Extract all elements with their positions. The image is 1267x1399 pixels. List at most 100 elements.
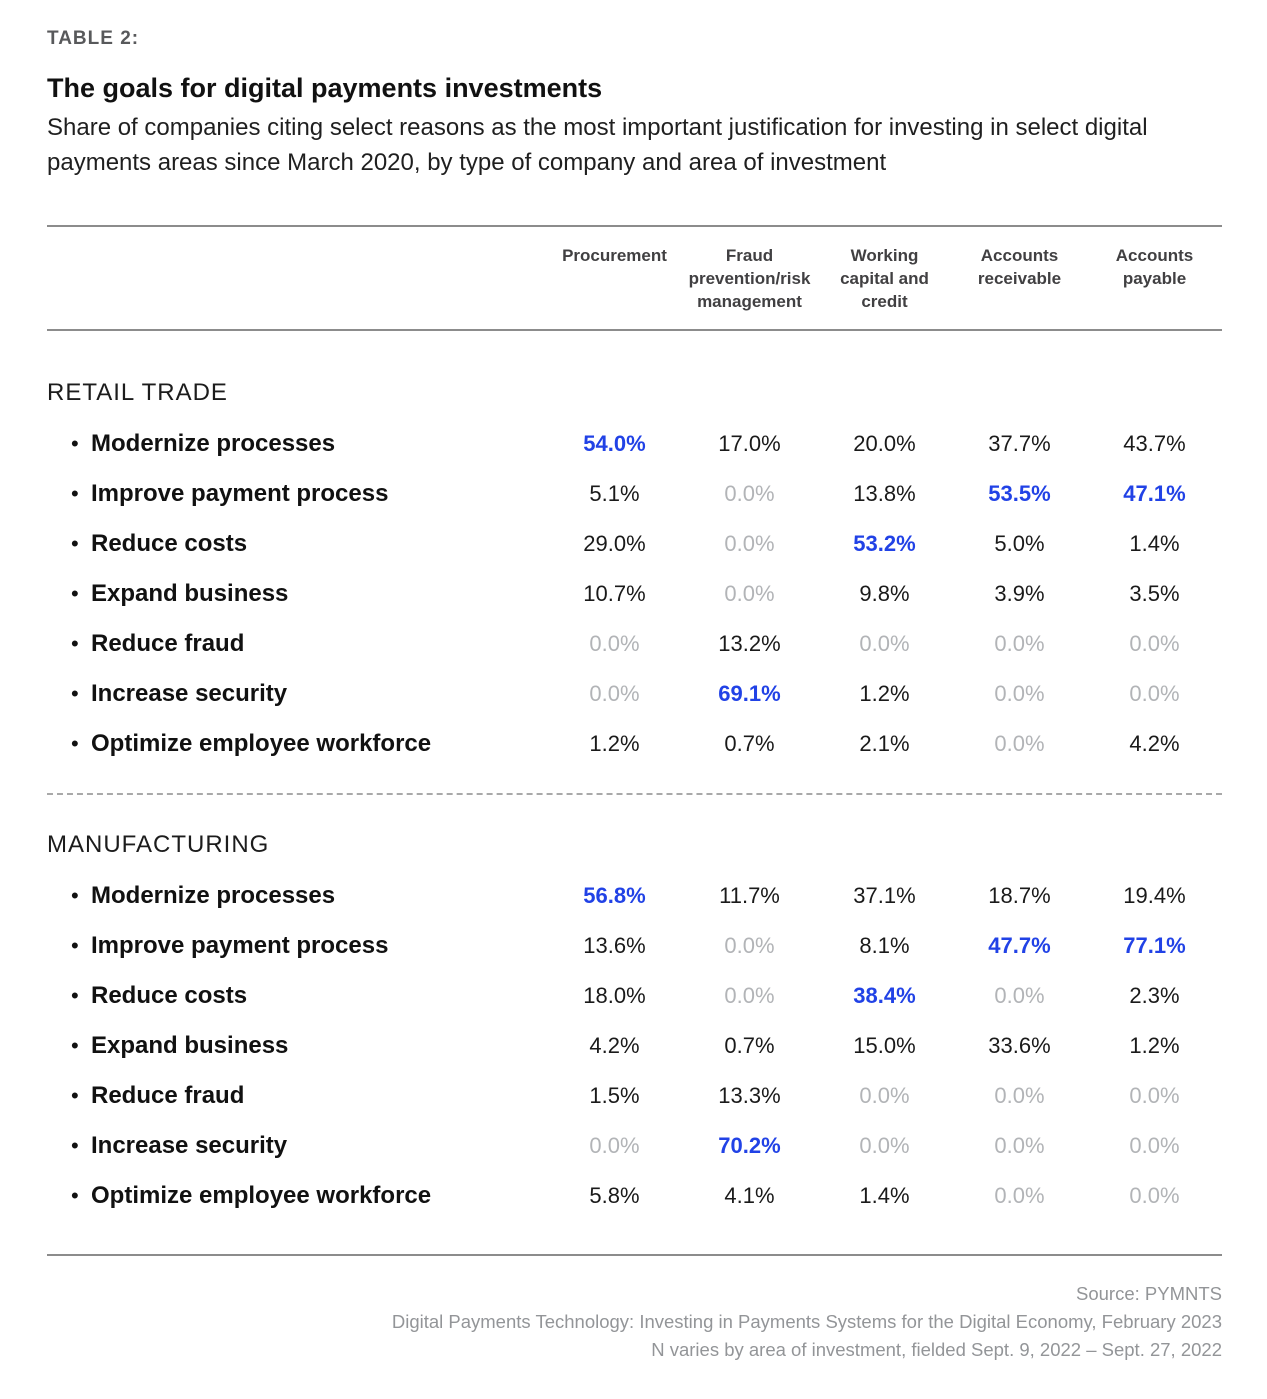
value-cell: 0.0% (724, 581, 775, 606)
value-cell: 0.0% (859, 631, 910, 656)
value-cell: 70.2% (718, 1133, 781, 1158)
column-header-accounts-receivable: Accounts receivable (977, 246, 1062, 288)
table-row: • Reduce fraud 1.5% 13.3% 0.0% 0.0% 0.0% (47, 1071, 1222, 1121)
value-cell: 33.6% (988, 1033, 1051, 1058)
value-cell: 11.7% (719, 883, 780, 908)
value-cell: 1.2% (589, 731, 640, 756)
table-row: • Optimize employee workforce 1.2% 0.7% 2… (47, 719, 1222, 769)
bullet-icon: • (71, 481, 79, 506)
row-label: Optimize employee workforce (91, 1182, 432, 1209)
column-header-fraud-prevention: Fraud prevention/risk management (688, 246, 811, 311)
value-cell: 29.0% (583, 531, 646, 556)
value-cell: 5.8% (589, 1183, 640, 1208)
table-row: • Reduce costs 18.0% 0.0% 38.4% 0.0% 2.3% (47, 971, 1222, 1021)
table-row: • Reduce costs 29.0% 0.0% 53.2% 5.0% 1.4% (47, 519, 1222, 569)
row-label-cell: • Increase security (47, 680, 547, 708)
row-label: Reduce fraud (91, 1082, 245, 1109)
row-label-cell: • Reduce fraud (47, 1082, 547, 1110)
value-cell: 20.0% (853, 431, 916, 456)
column-header-row: Procurement Fraud prevention/risk manage… (47, 227, 1222, 329)
row-label: Reduce fraud (91, 630, 245, 657)
table-row: • Increase security 0.0% 69.1% 1.2% 0.0% … (47, 669, 1222, 719)
value-cell: 5.1% (589, 481, 640, 506)
table-row: • Expand business 10.7% 0.0% 9.8% 3.9% 3.… (47, 569, 1222, 619)
value-cell: 3.9% (994, 581, 1045, 606)
value-cell: 13.6% (583, 933, 646, 958)
row-label-cell: • Improve payment process (47, 480, 547, 508)
row-label-cell: • Modernize processes (47, 882, 547, 910)
value-cell: 0.0% (994, 1083, 1045, 1108)
header-rule-bottom (47, 329, 1222, 331)
row-label-cell: • Reduce costs (47, 530, 547, 558)
bullet-icon: • (71, 431, 79, 456)
value-cell: 53.5% (988, 481, 1051, 506)
value-cell: 56.8% (583, 883, 646, 908)
value-cell: 10.7% (583, 581, 646, 606)
table-row: • Optimize employee workforce 5.8% 4.1% 1… (47, 1171, 1222, 1221)
section-header-manufacturing: MANUFACTURING (47, 831, 270, 858)
value-cell: 13.3% (718, 1083, 781, 1108)
value-cell: 0.0% (994, 983, 1045, 1008)
value-cell: 9.8% (859, 581, 910, 606)
row-label-cell: • Expand business (47, 1032, 547, 1060)
value-cell: 69.1% (718, 681, 781, 706)
value-cell: 37.7% (988, 431, 1051, 456)
bullet-icon: • (71, 983, 79, 1008)
value-cell: 54.0% (583, 431, 646, 456)
value-cell: 13.8% (853, 481, 916, 506)
footer: Source: PYMNTS Digital Payments Technolo… (47, 1280, 1222, 1364)
value-cell: 18.7% (988, 883, 1051, 908)
value-cell: 47.1% (1123, 481, 1186, 506)
row-label: Increase security (91, 680, 288, 707)
column-header-procurement: Procurement (562, 246, 667, 265)
value-cell: 5.0% (994, 531, 1045, 556)
table-row: • Increase security 0.0% 70.2% 0.0% 0.0% … (47, 1121, 1222, 1171)
table-row: • Modernize processes 54.0% 17.0% 20.0% 3… (47, 419, 1222, 469)
value-cell: 2.3% (1129, 983, 1180, 1008)
value-cell: 0.0% (724, 481, 775, 506)
footer-rule (47, 1254, 1222, 1256)
row-label: Expand business (91, 1032, 289, 1059)
table-subtitle: Share of companies citing select reasons… (47, 114, 1148, 176)
source-line: Source: PYMNTS (1076, 1283, 1222, 1304)
bullet-icon: • (71, 1083, 79, 1108)
value-cell: 0.0% (1129, 1183, 1180, 1208)
row-label-cell: • Improve payment process (47, 932, 547, 960)
value-cell: 17.0% (718, 431, 781, 456)
column-header-accounts-payable: Accounts payable (1115, 246, 1194, 288)
value-cell: 0.0% (589, 1133, 640, 1158)
value-cell: 13.2% (718, 631, 781, 656)
value-cell: 1.4% (859, 1183, 910, 1208)
value-cell: 8.1% (859, 933, 910, 958)
bullet-icon: • (71, 1033, 79, 1058)
table-row: • Expand business 4.2% 0.7% 15.0% 33.6% 1… (47, 1021, 1222, 1071)
value-cell: 0.0% (994, 681, 1045, 706)
report-title-line: Digital Payments Technology: Investing i… (391, 1311, 1222, 1332)
value-cell: 0.0% (994, 731, 1045, 756)
bullet-icon: • (71, 631, 79, 656)
value-cell: 0.7% (724, 1033, 775, 1058)
table-kicker: TABLE 2: (47, 28, 140, 49)
bullet-icon: • (71, 731, 79, 756)
value-cell: 4.1% (724, 1183, 775, 1208)
value-cell: 19.4% (1123, 883, 1186, 908)
row-label: Modernize processes (91, 882, 336, 909)
value-cell: 0.0% (994, 1133, 1045, 1158)
value-cell: 3.5% (1129, 581, 1180, 606)
row-label-cell: • Expand business (47, 580, 547, 608)
row-label-cell: • Increase security (47, 1132, 547, 1160)
header-rule-top (47, 225, 1222, 227)
value-cell: 47.7% (988, 933, 1051, 958)
bullet-icon: • (71, 681, 79, 706)
row-label: Optimize employee workforce (91, 730, 432, 757)
row-label: Modernize processes (91, 430, 336, 457)
value-cell: 38.4% (853, 983, 916, 1008)
row-label-cell: • Reduce fraud (47, 630, 547, 658)
value-cell: 0.7% (724, 731, 775, 756)
value-cell: 0.0% (589, 681, 640, 706)
value-cell: 0.0% (589, 631, 640, 656)
row-label-cell: • Modernize processes (47, 430, 547, 458)
value-cell: 0.0% (994, 1183, 1045, 1208)
table-row: • Improve payment process 5.1% 0.0% 13.8%… (47, 469, 1222, 519)
